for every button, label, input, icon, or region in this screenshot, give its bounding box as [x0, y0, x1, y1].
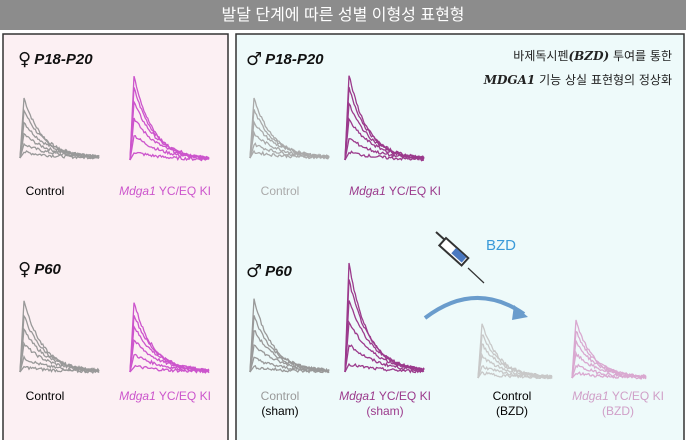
group-label: (BZD): [602, 404, 634, 418]
trace: [19, 365, 100, 374]
group-label: Mdga1 YC/EQ KI: [349, 184, 441, 198]
stage-label: ♂ P60: [246, 261, 292, 282]
note: 바제독시펜(BZD) 투여를 통한: [513, 49, 672, 63]
trace: [19, 108, 100, 159]
trace: [19, 150, 100, 160]
female-panel: [2, 33, 229, 440]
trace: [129, 353, 210, 373]
trace: [344, 150, 425, 162]
trace: [19, 354, 100, 374]
trace: [344, 138, 425, 162]
trace: [249, 344, 330, 373]
group-label: Control: [26, 184, 65, 198]
group-label: (sham): [261, 404, 298, 418]
group-label: Mdga1 YC/EQ KI: [119, 389, 211, 403]
group-label: Mdga1 YC/EQ KI: [339, 389, 431, 403]
group-label: Mdga1 YC/EQ KI: [119, 184, 211, 198]
stage-label: ♀ P18-P20: [18, 49, 93, 70]
trace: [249, 364, 330, 374]
trace: [249, 130, 330, 159]
trace: [571, 363, 647, 380]
trace: [249, 149, 330, 160]
group-label: Control: [26, 389, 65, 403]
trace: [477, 370, 553, 380]
group-label: Control: [493, 389, 532, 403]
trace: [344, 117, 425, 161]
stage-label: ♀ P60: [18, 259, 62, 280]
trace: [129, 134, 210, 161]
arrow: [423, 295, 526, 320]
note: MDGA1 기능 상실 표현형의 정상화: [483, 73, 672, 87]
trace: [344, 279, 425, 373]
header-bar: [0, 0, 686, 30]
group-label: Control: [261, 184, 300, 198]
arrow-head: [512, 305, 528, 320]
trace: [129, 339, 210, 373]
male-panel: [235, 33, 685, 440]
drug-label: BZD: [486, 237, 516, 254]
header-title: 발달 단계에 따른 성별 이형성 표현형: [221, 6, 464, 24]
syringe-icon: [435, 231, 485, 284]
traces: [19, 75, 647, 380]
group-label: Control: [261, 389, 300, 403]
group-label: Mdga1 YC/EQ KI: [572, 389, 664, 403]
trace: [129, 364, 210, 374]
group-label: (BZD): [496, 404, 528, 418]
trace: [129, 117, 210, 161]
trace: [19, 341, 100, 373]
stage-label: ♂ P18-P20: [246, 49, 324, 70]
group-label: (sham): [366, 404, 403, 418]
trace: [571, 371, 647, 380]
trace: [344, 362, 425, 374]
trace: [344, 320, 425, 373]
trace: [129, 151, 210, 162]
